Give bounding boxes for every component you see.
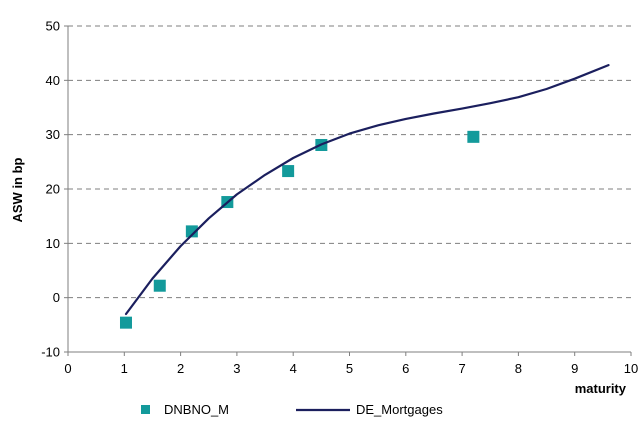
legend-square-swatch — [141, 405, 150, 414]
x-tick-label: 6 — [402, 361, 409, 376]
gridlines — [68, 25, 631, 299]
data-point-dnbno-m — [119, 316, 132, 329]
y-tick-label: 40 — [46, 73, 60, 88]
tick-labels: -10 0 10 20 30 40 50 0 1 2 3 4 5 6 7 8 9 10 — [41, 19, 638, 377]
y-tick-label: 10 — [46, 236, 60, 251]
y-tick-label: 30 — [46, 127, 60, 142]
y-tick-label: 20 — [46, 182, 60, 197]
y-tick-label: 50 — [46, 19, 60, 34]
legend: DNBNO_M DE_Mortgages — [141, 402, 443, 417]
x-tick-label: 7 — [458, 361, 465, 376]
x-tick-label: 9 — [571, 361, 578, 376]
data-point-dnbno-m — [153, 279, 166, 292]
data-point-dnbno-m — [467, 130, 480, 143]
x-tick-label: 8 — [515, 361, 522, 376]
y-axis-title: ASW in bp — [10, 157, 25, 222]
x-tick-label: 2 — [177, 361, 184, 376]
y-tick-label: -10 — [41, 345, 60, 360]
x-tick-label: 1 — [121, 361, 128, 376]
series-line-de-mortgages — [124, 63, 610, 316]
data-point-dnbno-m — [282, 165, 295, 178]
x-axis-title: maturity — [575, 381, 627, 396]
x-tick-label: 0 — [64, 361, 71, 376]
x-tick-label: 5 — [346, 361, 353, 376]
x-tick-label: 10 — [624, 361, 638, 376]
series-layer — [119, 63, 610, 329]
legend-label: DE_Mortgages — [356, 402, 443, 417]
x-tick-label: 3 — [233, 361, 240, 376]
data-point-dnbno-m — [185, 225, 198, 238]
x-tick-label: 4 — [290, 361, 297, 376]
y-tick-label: 0 — [53, 290, 60, 305]
legend-label: DNBNO_M — [164, 402, 229, 417]
axes — [64, 25, 632, 356]
